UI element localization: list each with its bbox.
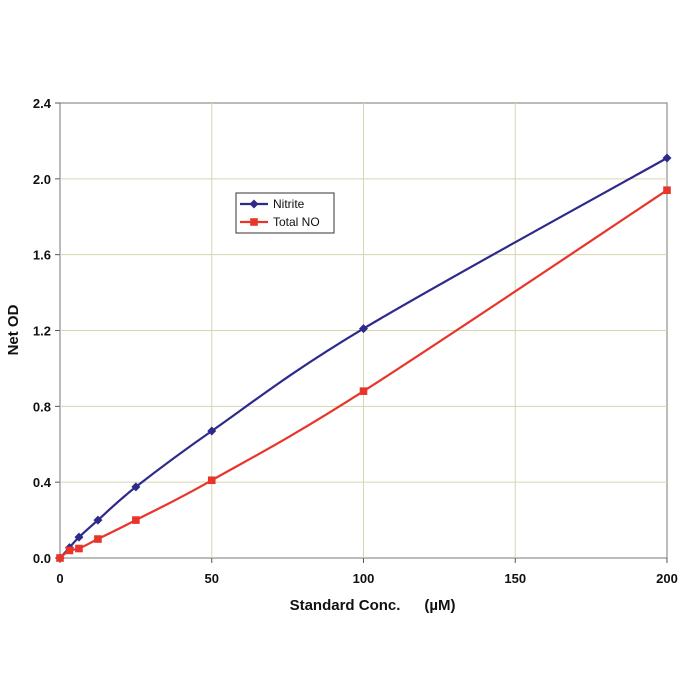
y-tick-label: 0.8 (33, 399, 51, 414)
legend-entry-total-no: Total NO (240, 215, 320, 229)
x-tick-label: 200 (656, 571, 678, 586)
data-point-total-no (359, 387, 368, 395)
data-point-total-no (207, 476, 216, 485)
y-axis-ticks: 0.0 0.4 0.8 1.2 1.6 2.0 2.4 (33, 96, 60, 566)
y-tick-label: 2.0 (33, 172, 51, 187)
x-axis-ticks: 0 50 100 150 200 (56, 558, 678, 586)
data-point-nitrite (359, 324, 368, 334)
x-axis-title: Standard Conc. (290, 597, 401, 614)
data-point-total-no (75, 544, 83, 553)
data-point-total-no (132, 516, 140, 524)
x-tick-label: 0 (56, 571, 63, 586)
series-line-nitrite (59, 157, 668, 559)
data-point-nitrite (207, 426, 217, 436)
series-total-no (56, 186, 671, 562)
data-point-total-no (94, 535, 102, 543)
legend-entry-nitrite: Nitrite (240, 197, 305, 211)
legend-label-nitrite: Nitrite (273, 197, 305, 211)
legend-marker-total-no (250, 218, 258, 226)
data-point-nitrite (74, 532, 84, 542)
x-axis-unit: (µM) (424, 597, 455, 614)
x-tick-label: 50 (205, 571, 219, 586)
legend-box (235, 192, 335, 234)
y-tick-label: 1.2 (33, 324, 51, 339)
legend-items: Nitrite Total NO (240, 197, 320, 229)
y-tick-label: 0.4 (33, 475, 52, 490)
y-tick-label: 0.0 (33, 551, 51, 566)
x-tick-label: 150 (504, 571, 526, 586)
data-point-total-no (65, 546, 74, 555)
x-tick-label: 100 (353, 571, 375, 586)
legend-label-total-no: Total NO (273, 215, 320, 229)
data-point-nitrite (131, 482, 141, 492)
y-tick-label: 1.6 (33, 248, 51, 263)
data-point-nitrite (93, 515, 103, 525)
y-axis-title: Net OD (5, 304, 22, 355)
data-point-total-no (56, 554, 64, 562)
y-tick-label: 2.4 (33, 96, 52, 111)
series-group (55, 153, 672, 563)
series-line-total-no (59, 189, 668, 559)
data-point-total-no (663, 186, 671, 195)
legend: Nitrite Total NO (235, 192, 335, 234)
legend-marker-nitrite (249, 199, 259, 209)
data-point-nitrite (662, 153, 672, 163)
